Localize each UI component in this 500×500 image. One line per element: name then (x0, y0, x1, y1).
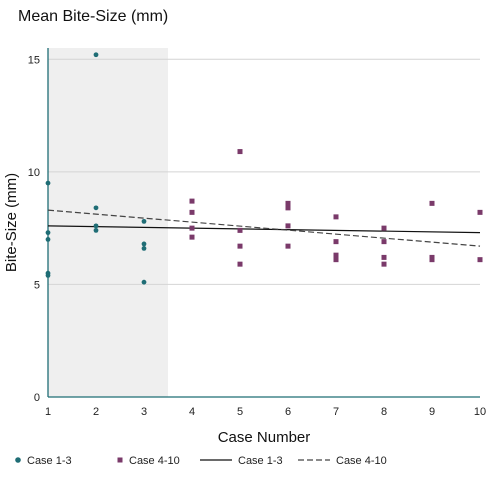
point-case-4-10 (237, 149, 243, 155)
legend-label: Case 4-10 (336, 455, 387, 467)
legend: Case 1-3 Case 4-10 Case 1-3 Case 4-10 (15, 455, 387, 467)
point-case-4-10 (333, 239, 339, 245)
y-axis-title: Bite-Size (mm) (3, 173, 20, 272)
point-case-1-3 (141, 218, 147, 224)
legend-label: Case 1-3 (27, 455, 72, 467)
point-case-4-10 (189, 225, 195, 231)
x-tick-label: 10 (474, 406, 486, 418)
point-case-4-10 (189, 209, 195, 215)
data-points (45, 52, 483, 285)
point-case-4-10 (429, 257, 435, 263)
point-case-4-10 (237, 261, 243, 267)
x-tick-label: 1 (45, 406, 51, 418)
point-case-1-3 (45, 236, 51, 242)
shaded-region (48, 48, 168, 397)
point-case-4-10 (381, 254, 387, 260)
x-tick-label: 5 (237, 406, 243, 418)
point-case-4-10 (285, 205, 291, 211)
point-case-4-10 (429, 200, 435, 206)
point-case-4-10 (237, 243, 243, 249)
legend-marker-square (117, 457, 123, 463)
point-case-1-3 (93, 205, 99, 211)
x-axis-title: Case Number (218, 429, 311, 446)
point-case-4-10 (285, 243, 291, 249)
point-case-4-10 (477, 257, 483, 263)
x-tick-label: 9 (429, 406, 435, 418)
point-case-1-3 (93, 52, 99, 58)
point-case-4-10 (333, 214, 339, 220)
point-case-1-3 (45, 273, 51, 278)
point-case-4-10 (333, 252, 339, 258)
legend-label: Case 4-10 (129, 455, 180, 467)
y-tick-label: 10 (28, 167, 40, 179)
trendline-case-4-10 (47, 209, 481, 247)
point-case-1-3 (45, 230, 51, 236)
point-case-1-3 (141, 245, 147, 251)
point-case-1-3 (141, 279, 147, 285)
point-case-4-10 (285, 200, 291, 206)
legend-label: Case 1-3 (238, 455, 283, 467)
y-tick-label: 5 (34, 279, 40, 291)
y-tick-label: 15 (28, 54, 40, 66)
axes (47, 48, 480, 398)
point-case-4-10 (381, 225, 387, 231)
point-case-4-10 (189, 234, 195, 240)
point-case-1-3 (93, 223, 99, 229)
x-tick-label: 4 (189, 406, 195, 418)
point-case-1-3 (141, 241, 147, 247)
point-case-4-10 (381, 239, 387, 245)
x-tick-label: 7 (333, 406, 339, 418)
legend-marker-circle (15, 457, 21, 463)
point-case-4-10 (237, 227, 243, 233)
chart-title: Mean Bite-Size (mm) (18, 8, 169, 25)
x-tick-label: 6 (285, 406, 291, 418)
point-case-4-10 (189, 198, 195, 204)
y-tick-label: 0 (34, 392, 40, 404)
point-case-1-3 (93, 227, 99, 233)
trendlines (47, 209, 481, 247)
x-tick-label: 3 (141, 406, 147, 418)
x-tick-label: 2 (93, 406, 99, 418)
point-case-4-10 (381, 261, 387, 267)
point-case-1-3 (45, 180, 51, 186)
point-case-4-10 (477, 209, 483, 215)
point-case-4-10 (333, 257, 339, 263)
point-case-4-10 (285, 223, 291, 229)
tick-labels: 0 5 10 15 1 2 3 4 5 6 7 8 9 10 (28, 54, 486, 418)
x-tick-label: 8 (381, 406, 387, 418)
trendline-case-1-3 (47, 225, 481, 234)
